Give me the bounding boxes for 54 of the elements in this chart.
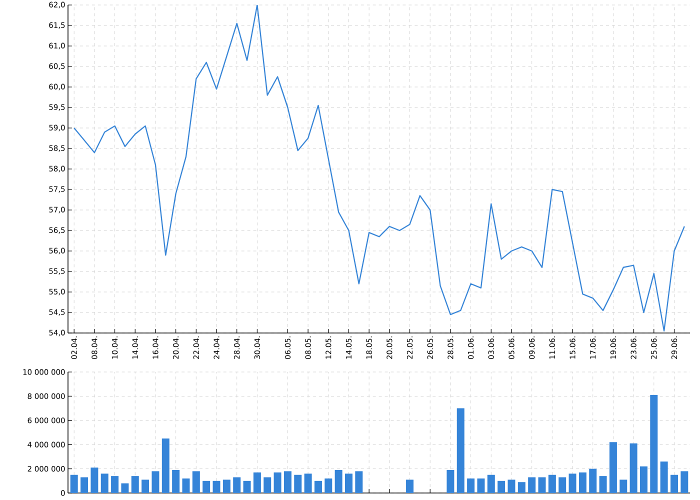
bar [243, 480, 251, 493]
bar [334, 470, 342, 493]
bar [253, 472, 261, 493]
bar [142, 480, 150, 493]
bar [111, 476, 119, 493]
bar [599, 476, 607, 493]
bar [100, 474, 108, 493]
bar [518, 482, 526, 493]
bar [650, 394, 658, 493]
bar [212, 480, 220, 493]
bar [344, 474, 352, 493]
bar [609, 442, 617, 493]
bar [477, 478, 485, 493]
bar [324, 478, 332, 493]
bar [508, 480, 516, 493]
bar [578, 472, 586, 493]
bar [355, 471, 363, 493]
bar [660, 462, 668, 493]
bar [670, 474, 678, 493]
bar [162, 438, 170, 493]
bar [640, 466, 648, 493]
bar [294, 474, 302, 493]
bar [568, 474, 576, 493]
bar [548, 474, 556, 493]
bar [487, 474, 495, 493]
bar [152, 471, 160, 493]
bar [121, 483, 129, 493]
bar [222, 480, 230, 493]
bar [90, 468, 98, 493]
bar [131, 476, 139, 493]
bar [192, 471, 200, 493]
bar [467, 478, 475, 493]
bar [680, 471, 688, 493]
bar [528, 477, 536, 493]
bar [70, 474, 78, 493]
bar [233, 477, 241, 493]
bar [304, 474, 312, 493]
bar [406, 480, 414, 493]
bar [498, 480, 506, 493]
bar [202, 480, 210, 493]
bar [182, 478, 190, 493]
bar [630, 443, 638, 493]
bar [314, 480, 322, 493]
bar [620, 480, 628, 493]
bar [589, 468, 597, 493]
bar [558, 477, 566, 493]
bar [538, 477, 546, 493]
bar [264, 477, 272, 493]
bar [274, 472, 282, 493]
bar [80, 477, 88, 493]
bar [172, 470, 180, 493]
bar [456, 408, 464, 493]
bar [446, 470, 454, 493]
bar [284, 471, 292, 493]
